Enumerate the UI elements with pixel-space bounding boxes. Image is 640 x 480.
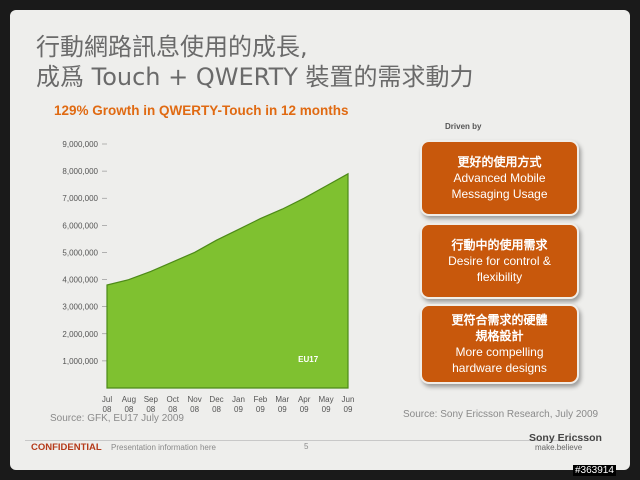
x-tick-label: Dec 08 [209, 395, 223, 414]
x-axis: Jul 08 Aug 08 Sep 08 Oct 08 Nov 08 Dec 08 Jan 09 Feb 09… [102, 395, 355, 414]
x-tick-label: Jan 09 [232, 395, 245, 414]
y-tick-label: 5,000,000 [62, 248, 98, 257]
driver-en-line2: Messaging Usage [451, 187, 548, 201]
y-axis: 9,000,000 8,000,000 7,000,000 6,000,000 5,00… [62, 140, 107, 366]
x-tick-label: Oct 08 [167, 395, 180, 414]
driven-by-label: Driven by [445, 122, 482, 131]
x-tick-label: Mar 09 [275, 395, 289, 414]
driver-en-line1: Desire for control & [448, 254, 551, 268]
driver-en-line1: More compelling [455, 345, 544, 359]
driver-en-line2: flexibility [476, 270, 523, 284]
x-tick-label: Apr 09 [298, 395, 311, 414]
x-tick-label: Jul 08 [102, 395, 112, 414]
series-label-eu17: EU17 [298, 355, 319, 364]
x-tick-label: Aug 08 [122, 395, 136, 414]
chart-source: Source: GFK, EU17 July 2009 [50, 413, 184, 424]
y-tick-label: 9,000,000 [62, 140, 98, 149]
slide-title-line1: 行動網路訊息使用的成長, [36, 33, 308, 61]
driver-zh: 行動中的使用需求 [451, 238, 548, 252]
y-tick-label: 1,000,000 [62, 357, 98, 366]
driver-box-control: 行動中的使用需求 Desire for control & flexibilit… [420, 223, 579, 299]
watermark-id: #363914 [573, 465, 616, 476]
research-source: Source: Sony Ericsson Research, July 200… [403, 409, 599, 420]
y-tick-label: 6,000,000 [62, 221, 98, 230]
chart-title: 129% Growth in QWERTY-Touch in 12 months [54, 103, 349, 118]
x-tick-label: Feb 09 [253, 395, 267, 414]
y-tick-label: 3,000,000 [62, 303, 98, 312]
driver-en-line2: hardware designs [452, 361, 547, 375]
driver-box-hardware: 更符合需求的硬體 規格設計 More compelling hardware d… [420, 304, 579, 384]
driver-box-messaging: 更好的使用方式 Advanced Mobile Messaging Usage [420, 140, 579, 216]
y-tick-label: 2,000,000 [62, 330, 98, 339]
driver-en-line1: Advanced Mobile [453, 171, 546, 185]
driver-zh: 更符合需求的硬體 [451, 313, 548, 327]
slide-title: 行動網路訊息使用的成長, 成爲 Touch + QWERTY 裝置的需求動力 [36, 32, 474, 92]
presentation-info: Presentation information here [111, 443, 216, 452]
x-tick-label: May 09 [319, 395, 334, 414]
slide-title-line2: 成爲 Touch + QWERTY 裝置的需求動力 [36, 63, 474, 91]
y-tick-label: 7,000,000 [62, 194, 98, 203]
brand-name: Sony Ericsson [529, 432, 602, 444]
x-tick-label: Sep 08 [144, 395, 159, 414]
driver-zh-line2: 規格設計 [475, 329, 524, 343]
page-number: 5 [304, 442, 309, 451]
x-tick-label: Nov 08 [188, 395, 202, 414]
x-tick-label: Jun 09 [342, 395, 355, 414]
confidential-label: CONFIDENTIAL [31, 442, 102, 453]
brand-tagline: make.believe [535, 443, 583, 452]
y-tick-label: 8,000,000 [62, 167, 98, 176]
footer-divider [25, 440, 595, 441]
y-tick-label: 4,000,000 [62, 276, 98, 285]
driver-zh: 更好的使用方式 [457, 155, 542, 169]
growth-chart: 9,000,000 8,000,000 7,000,000 6,000,000 5,00… [62, 140, 355, 414]
growth-area [106, 172, 349, 389]
